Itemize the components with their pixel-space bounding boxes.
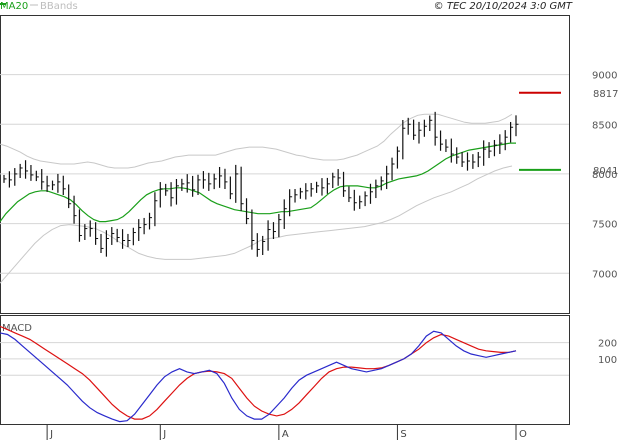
x-axis-tick-label: J [49,429,53,440]
bb-upper-line [0,113,513,169]
macd-signal-line [0,325,517,420]
price-panel-frame [0,15,570,314]
price-y-tick-label: 7000 [592,269,617,280]
x-axis-tick-label: O [519,429,527,440]
x-axis-tick-label: S [400,429,406,440]
legend-ma-label: MA20 [0,1,28,12]
macd-gridlines [0,342,569,376]
copyright-label: © TEC 20/10/2024 3:0 GMT [434,1,573,12]
legend-bb-label: BBands [40,1,78,12]
macd-y-tick-label: 200 [598,339,617,350]
price-y-axis-labels: 7000 7500 8000 8500 9000 [592,71,617,281]
price-y-tick-label: 8000 [592,170,617,181]
price-y-tick-label: 9000 [592,71,617,82]
support-level-label: 8041 [593,166,618,177]
macd-y-tick-label: 100 [598,355,617,366]
price-gridlines [0,74,569,274]
macd-line [0,330,517,423]
x-axis-tick-label: J [162,429,166,440]
macd-panel-title: MACD [2,323,32,334]
price-bars [3,111,519,257]
price-levels: 8817 8041 [519,89,618,177]
price-y-tick-label: 7500 [592,220,617,231]
x-axis-tick-label: A [282,429,289,440]
bb-lower-line [0,165,513,284]
macd-lines [0,325,517,423]
macd-panel-frame [0,315,570,425]
ma20-line [0,142,516,223]
price-y-tick-label: 8500 [592,120,617,131]
ma20-line-group [0,142,516,223]
resistance-level-label: 8817 [593,89,618,100]
